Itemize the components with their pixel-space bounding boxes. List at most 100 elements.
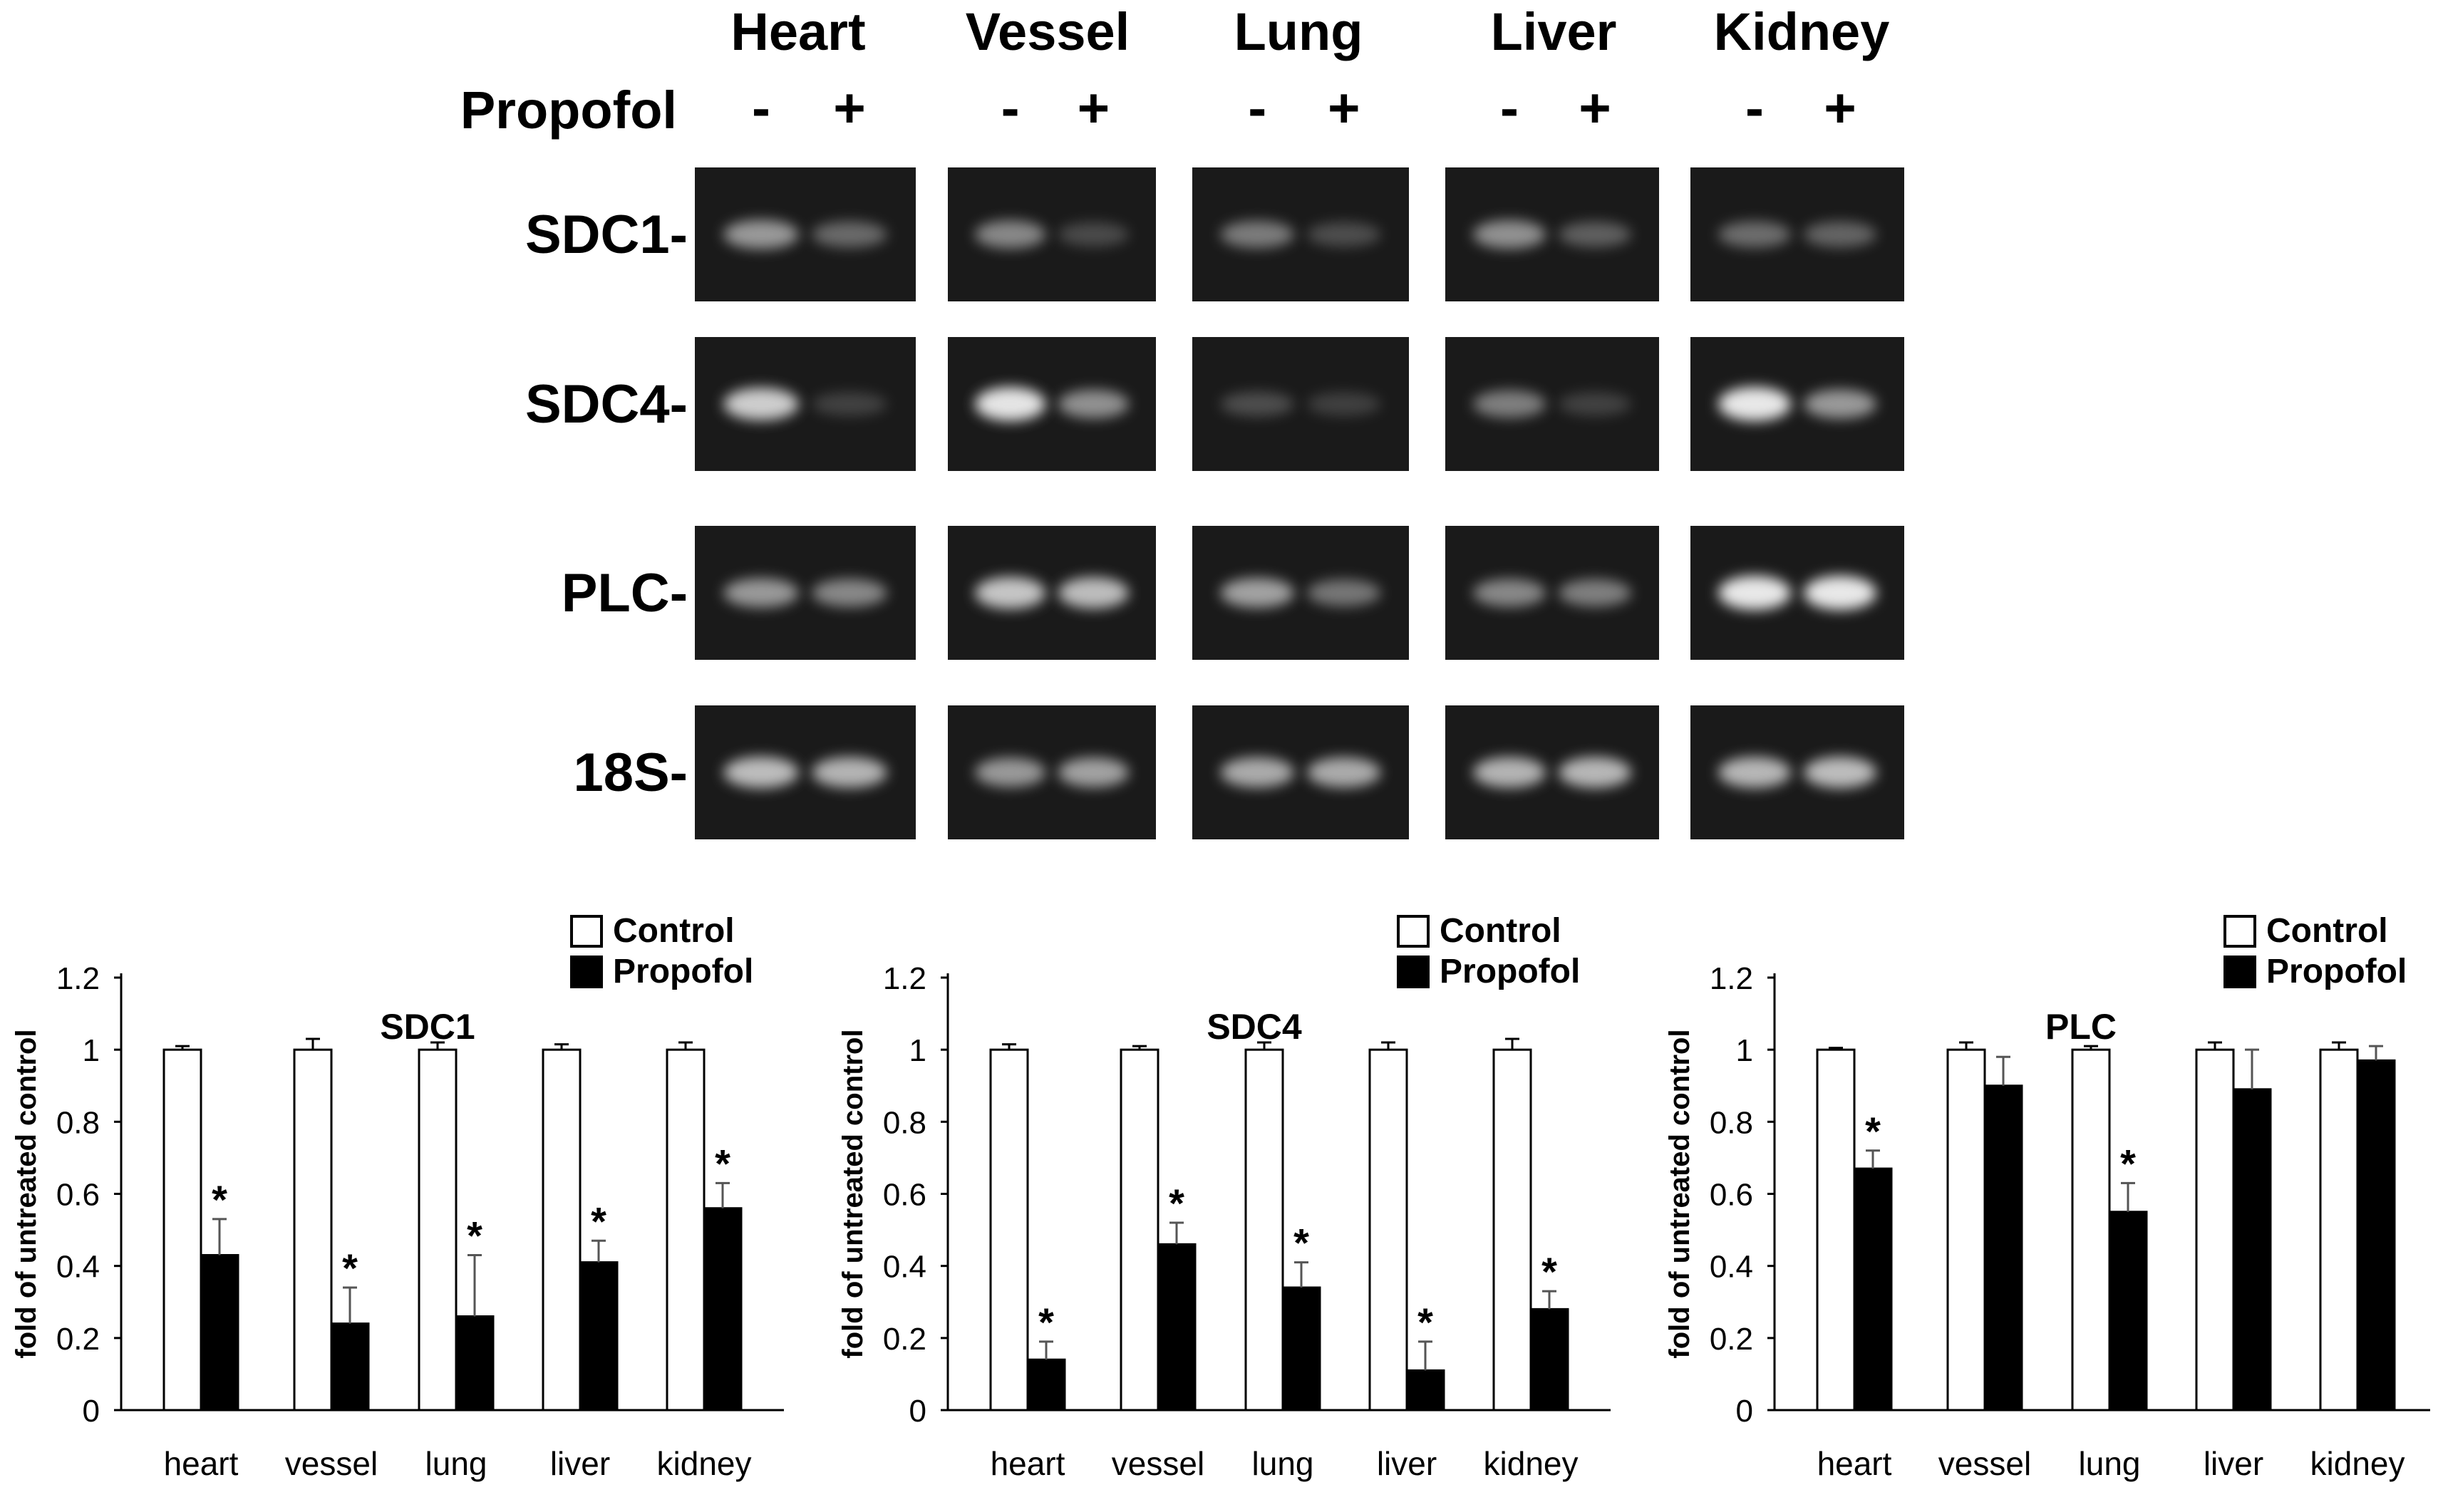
legend-label-control: Control [1440,912,1561,950]
gene-label-sdc1: SDC1- [525,204,688,265]
gene-label-sdc4: SDC4- [525,374,688,435]
chart-title: SDC4 [1207,1007,1302,1047]
bar-propofol-vessel [1157,1243,1197,1412]
y-tick-label: 1.2 [1710,961,1753,996]
band-sdc1-heart-minus [723,219,799,249]
band-sdc4-heart-plus [812,392,887,416]
y-axis-label: fold of untreated control [1664,1029,1695,1358]
x-tick-label-heart: heart [991,1445,1065,1482]
legend-swatch-propofol [2223,956,2256,988]
x-tick-label-lung: lung [425,1445,487,1482]
bar-propofol-heart [200,1253,239,1412]
significance-mark-lung: * [467,1213,482,1258]
y-tick-label: 0.4 [1710,1250,1753,1285]
band-plc-lung-minus [1220,578,1294,608]
band-plc-heart-minus [723,578,799,608]
significance-mark-liver: * [1417,1300,1433,1345]
bar-control-heart [1816,1048,1856,1412]
bar-propofol-lung [2108,1211,2148,1412]
band-sdc4-vessel-plus [1058,390,1130,418]
chart-sdc4: 0 0.2 0.4 0.6 0.8 1 1.2 fold of untreated contr… [837,912,1611,1482]
tissue-label-kidney: Kidney [1714,2,1890,61]
significance-mark-liver: * [591,1198,606,1243]
y-tick-label: 0.8 [883,1105,926,1140]
y-tick-label: 0.8 [56,1105,100,1140]
legend-swatch-propofol [1397,956,1430,988]
x-tick-label-kidney: kidney [657,1445,752,1482]
band-18s-lung-plus [1307,757,1381,788]
bar-propofol-lung [1281,1286,1321,1412]
legend-label-control: Control [2266,912,2388,950]
lane-sign-lung-minus: - [1248,76,1266,139]
band-sdc1-liver-minus [1473,220,1546,249]
band-sdc4-lung-minus [1220,392,1294,416]
bar-control-lung [1244,1048,1284,1412]
band-plc-liver-minus [1473,579,1546,607]
y-tick-label: 0.6 [1710,1178,1753,1213]
bar-propofol-kidney [703,1207,743,1412]
legend-swatch-control [1397,915,1430,948]
x-tick-label-liver: liver [2204,1445,2263,1482]
x-tick-label-kidney: kidney [2310,1445,2405,1482]
x-tick-label-kidney: kidney [1484,1445,1579,1482]
bar-propofol-lung [455,1315,495,1412]
significance-mark-lung: * [2120,1141,2136,1186]
bar-control-vessel [293,1048,333,1412]
bar-propofol-liver [1405,1369,1445,1412]
y-tick-label: 0 [1736,1394,1753,1429]
lane-sign-heart-plus: + [833,76,866,139]
bar-control-lung [418,1048,458,1412]
band-18s-lung-minus [1220,757,1294,788]
bar-control-liver [542,1048,582,1412]
band-plc-lung-plus [1307,579,1381,606]
band-plc-kidney-plus [1804,576,1876,610]
bar-propofol-heart [1853,1167,1893,1412]
band-sdc4-lung-plus [1307,392,1381,416]
significance-mark-kidney: * [715,1141,730,1186]
band-sdc4-kidney-plus [1804,389,1876,419]
bar-propofol-vessel [330,1322,370,1412]
x-tick-label-vessel: vessel [1938,1445,2031,1482]
band-18s-kidney-plus [1804,757,1876,788]
band-plc-kidney-minus [1718,576,1791,610]
band-18s-vessel-minus [974,757,1046,787]
band-18s-liver-plus [1559,757,1631,788]
y-tick-label: 1 [1736,1033,1753,1068]
bar-control-heart [162,1048,202,1412]
bar-control-kidney [2319,1048,2359,1412]
band-plc-vessel-plus [1058,577,1130,609]
legend-swatch-propofol [570,956,603,988]
x-tick-label-liver: liver [1377,1445,1437,1482]
significance-mark-vessel: * [342,1246,358,1290]
bar-charts-panel: 0 0.2 0.4 0.6 0.8 1 1.2 fold of untreated contr… [11,912,2430,1482]
bar-control-vessel [1120,1048,1159,1412]
tissue-label-liver: Liver [1491,2,1617,61]
lane-sign-vessel-minus: - [1001,76,1020,139]
legend-label-control: Control [613,912,735,950]
gene-label-18s: 18S- [573,742,688,803]
legend-swatch-control [2223,915,2256,948]
bar-propofol-vessel [1983,1084,2023,1412]
band-sdc4-liver-plus [1559,392,1631,416]
chart-title: SDC1 [380,1007,475,1047]
bar-control-kidney [666,1048,706,1412]
legend-label-propofol: Propofol [1440,953,1580,990]
band-18s-liver-minus [1473,757,1546,788]
band-sdc1-lung-minus [1220,220,1294,249]
bar-control-heart [989,1048,1029,1412]
significance-mark-lung: * [1293,1221,1309,1265]
band-sdc1-vessel-plus [1058,222,1130,247]
band-18s-heart-minus [723,757,799,788]
band-sdc4-liver-minus [1473,390,1546,418]
y-tick-label: 1.2 [883,961,926,996]
lane-sign-liver-plus: + [1579,76,1611,139]
band-sdc1-heart-plus [812,221,887,248]
chart-sdc1: 0 0.2 0.4 0.6 0.8 1 1.2 fold of untreated contr… [11,912,784,1482]
bar-control-kidney [1492,1048,1532,1412]
x-tick-label-lung: lung [1252,1445,1314,1482]
x-tick-label-liver: liver [550,1445,610,1482]
band-18s-kidney-minus [1718,757,1791,788]
band-sdc4-heart-minus [723,388,799,420]
band-sdc1-lung-plus [1307,222,1381,247]
